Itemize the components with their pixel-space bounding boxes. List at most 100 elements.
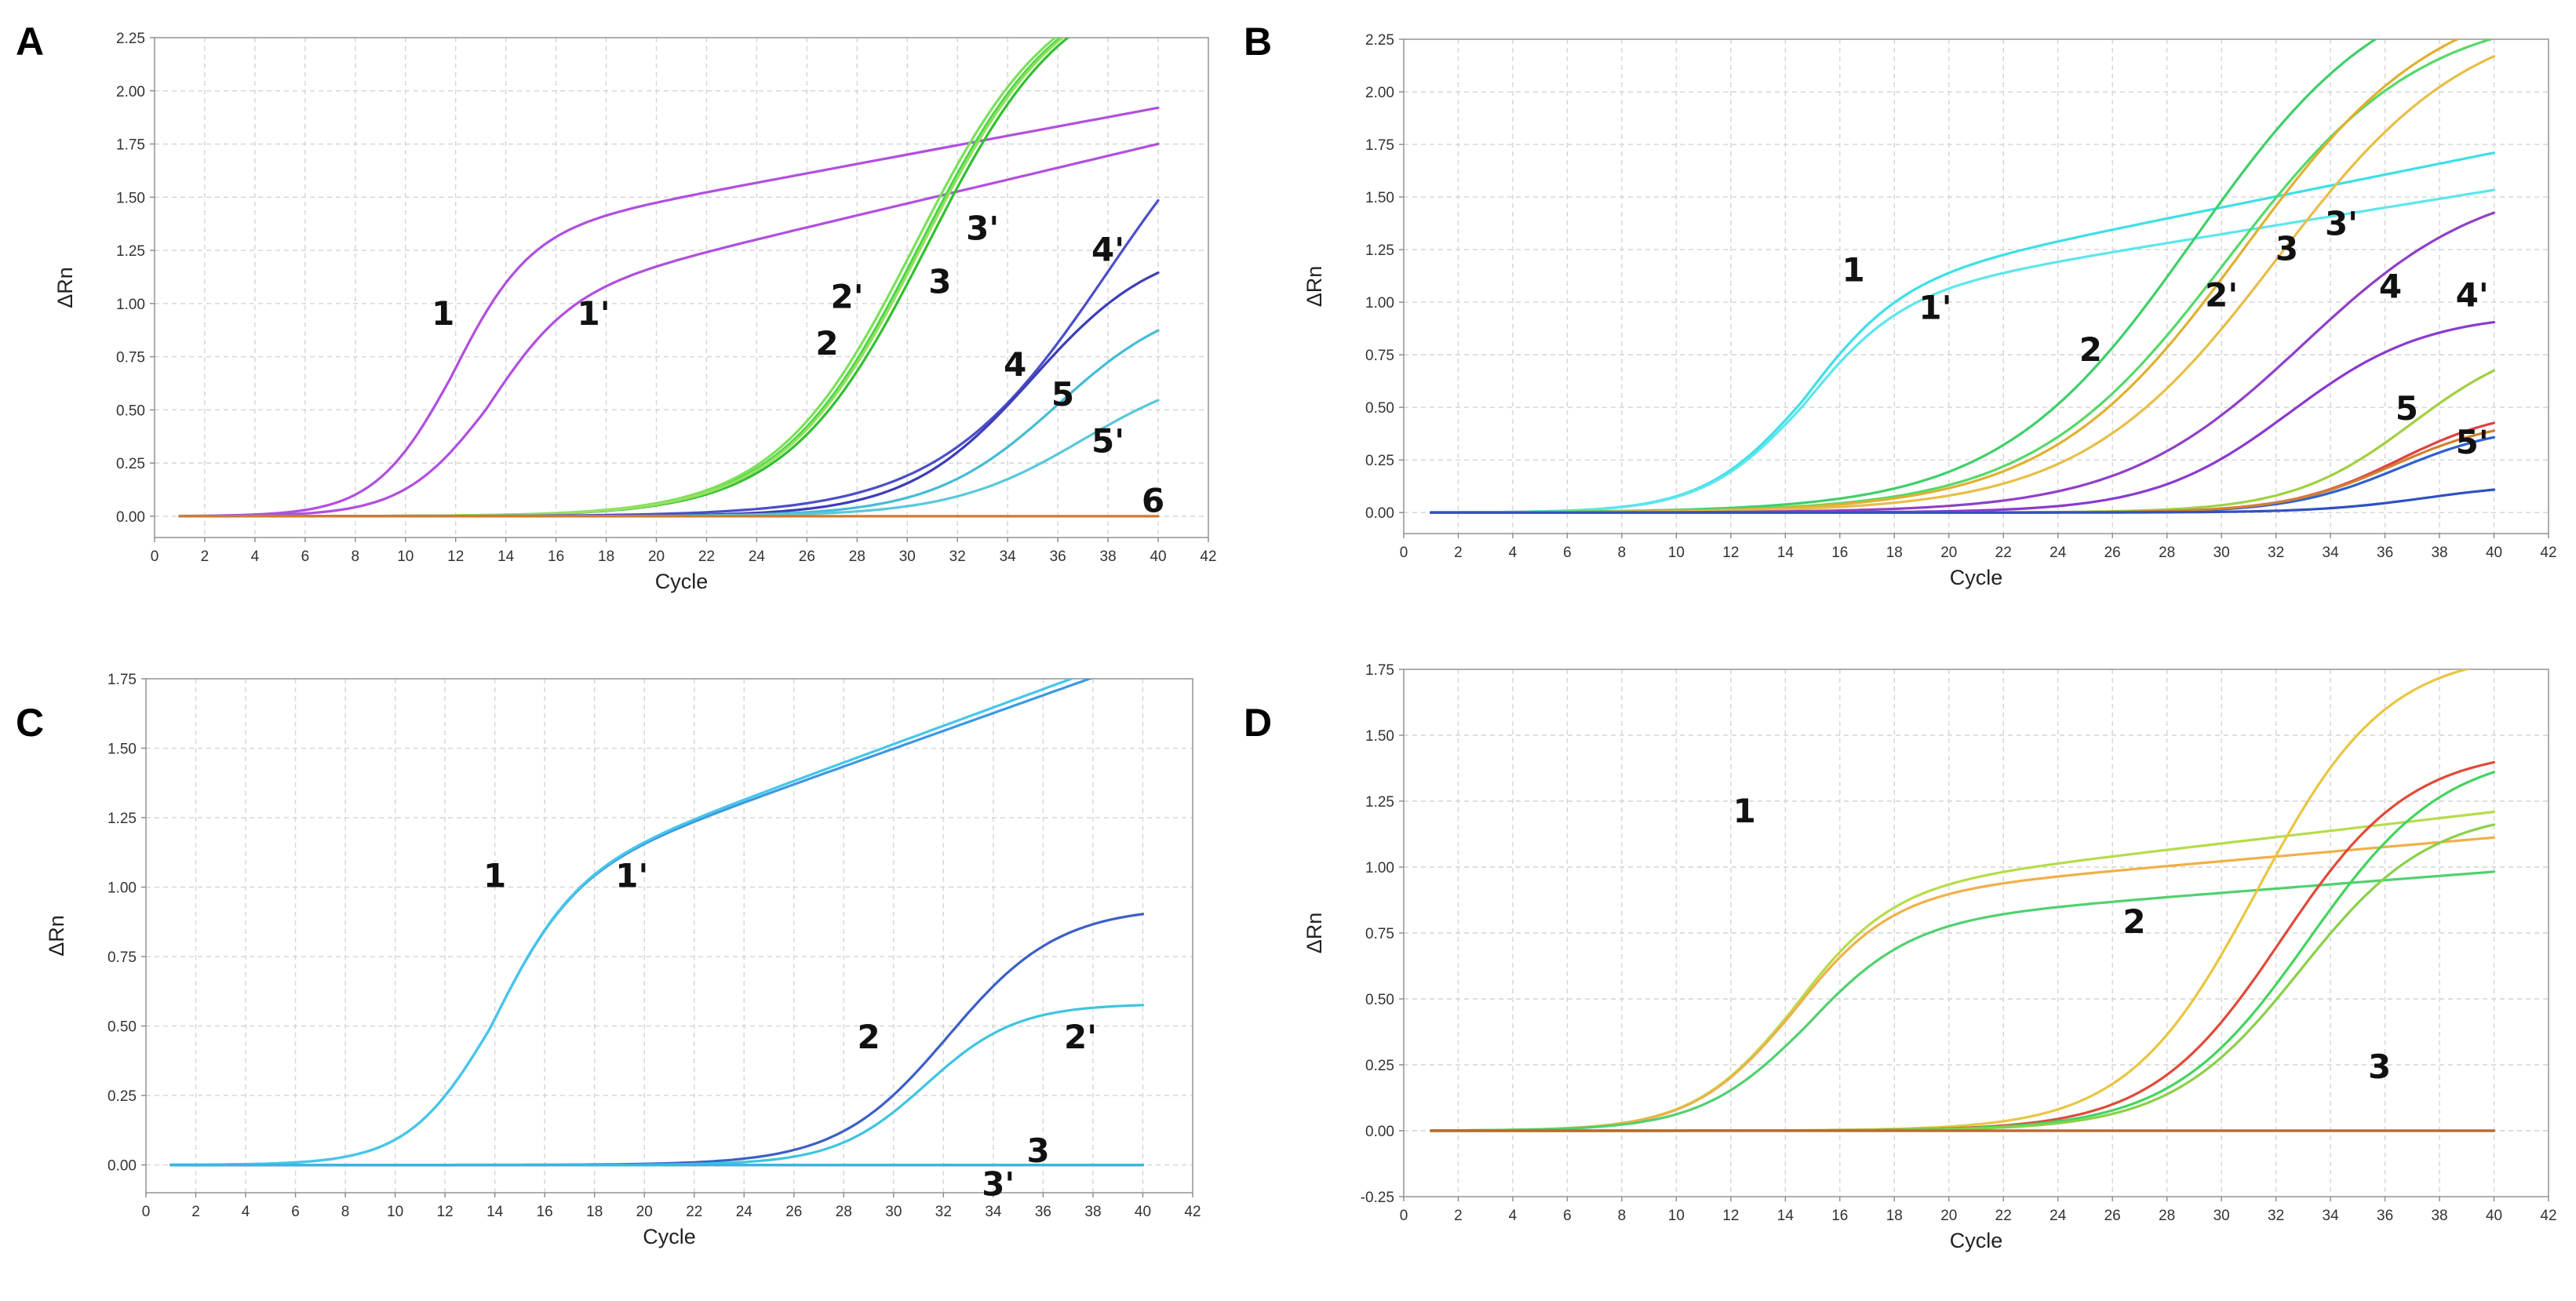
x-tick-label: 36 — [2377, 545, 2393, 561]
x-tick-label: 14 — [486, 1204, 504, 1220]
x-tick-label: 10 — [1668, 1208, 1685, 1224]
curve-label: 4 — [1004, 345, 1026, 384]
x-tick-label: 12 — [1722, 1208, 1739, 1224]
plot-area — [155, 38, 1208, 538]
x-tick-label: 32 — [2268, 545, 2284, 561]
panel-letter: D — [1244, 701, 1272, 745]
x-tick-label: 20 — [648, 548, 665, 565]
x-tick-label: 4 — [1509, 545, 1518, 561]
y-tick-label: 0.75 — [1365, 926, 1394, 942]
x-axis-label: Cycle — [643, 1225, 696, 1248]
y-tick-label: 0.50 — [1365, 992, 1394, 1008]
y-tick-label: 0.75 — [1365, 348, 1394, 364]
x-tick-label: 32 — [935, 1204, 952, 1220]
x-tick-label: 28 — [2159, 1208, 2175, 1224]
x-tick-label: 2 — [1454, 1208, 1463, 1224]
x-tick-label: 18 — [1886, 1208, 1903, 1224]
curve-label: 3' — [966, 210, 999, 248]
plot-frame — [145, 678, 1193, 1193]
x-tick-label: 2 — [191, 1204, 200, 1220]
panel-letter: A — [16, 20, 44, 64]
y-tick-label: 1.25 — [107, 811, 137, 827]
x-tick-label: 26 — [2104, 1208, 2121, 1224]
x-tick-label: 16 — [537, 1204, 553, 1220]
curve-label: 3' — [982, 1165, 1015, 1204]
curve-label: 1' — [578, 294, 610, 333]
x-tick-label: 0 — [142, 1204, 151, 1220]
x-tick-label: 30 — [2213, 545, 2230, 561]
x-tick-label: 8 — [341, 1204, 350, 1220]
x-tick-label: 2 — [201, 548, 210, 565]
y-axis-label: ΔRn — [1303, 913, 1326, 954]
x-tick-label: 42 — [2540, 1208, 2556, 1224]
y-tick-label: -0.25 — [1361, 1190, 1394, 1206]
y-tick-label: 2.00 — [116, 84, 145, 100]
curve-label: 1 — [1842, 250, 1865, 289]
x-tick-label: 36 — [1035, 1204, 1051, 1220]
x-tick-label: 18 — [1886, 545, 1903, 561]
plot-area — [1404, 39, 2549, 534]
x-tick-label: 8 — [1618, 1208, 1627, 1224]
y-tick-label: 1.75 — [1365, 137, 1394, 154]
x-tick-label: 22 — [698, 548, 715, 565]
x-tick-label: 36 — [1050, 548, 1066, 565]
panel-letter: B — [1244, 20, 1272, 64]
x-tick-label: 12 — [437, 1204, 454, 1220]
x-tick-label: 24 — [2050, 1208, 2067, 1224]
x-tick-label: 32 — [949, 548, 966, 565]
x-tick-label: 18 — [586, 1204, 603, 1220]
curve-label: 4' — [2456, 275, 2489, 314]
x-tick-label: 14 — [497, 548, 515, 565]
x-tick-label: 12 — [1722, 545, 1739, 561]
y-tick-label: 0.00 — [107, 1158, 137, 1175]
x-tick-label: 42 — [1200, 548, 1216, 565]
x-tick-label: 16 — [548, 548, 564, 565]
y-tick-label: 0.75 — [116, 350, 145, 366]
panel-d: D0 2 4 6 8 10 12 14 16 18 20 22 24 26 28 30 32 34 36 38 40 42… — [1244, 662, 2557, 1252]
x-tick-label: 34 — [1000, 548, 1017, 565]
y-tick-label: 0.50 — [1365, 400, 1394, 417]
curve-label: 4' — [1091, 231, 1124, 269]
x-tick-label: 26 — [2104, 545, 2121, 561]
x-tick-label: 30 — [2213, 1208, 2230, 1224]
x-tick-label: 8 — [1618, 545, 1627, 561]
curve-label: 5 — [1051, 375, 1074, 414]
y-tick-label: 1.75 — [1365, 662, 1394, 679]
y-axis-label: ΔRn — [53, 267, 77, 308]
x-tick-label: 26 — [785, 1204, 802, 1220]
y-tick-label: 1.25 — [1365, 242, 1394, 259]
y-tick-label: 2.25 — [116, 31, 145, 47]
curve-label: 1' — [615, 857, 648, 895]
x-tick-label: 4 — [251, 548, 260, 565]
x-tick-label: 0 — [1400, 545, 1408, 561]
y-tick-label: 1.75 — [107, 672, 137, 688]
x-tick-label: 40 — [2486, 545, 2502, 561]
curve-label: 5 — [2396, 389, 2418, 428]
y-tick-label: 0.25 — [1365, 1058, 1394, 1074]
x-tick-label: 28 — [836, 1204, 852, 1220]
y-tick-label: 1.00 — [107, 880, 137, 897]
curve-label: 5' — [1091, 422, 1124, 461]
x-tick-label: 24 — [749, 548, 766, 565]
y-tick-label: 2.25 — [1365, 32, 1394, 49]
x-axis-label: Cycle — [1950, 566, 2003, 589]
y-tick-label: 1.00 — [1365, 295, 1394, 312]
x-tick-label: 18 — [598, 548, 614, 565]
x-tick-label: 38 — [1084, 1204, 1101, 1220]
x-tick-label: 38 — [2431, 1208, 2447, 1224]
y-tick-label: 1.00 — [1365, 860, 1394, 876]
y-tick-label: 0.25 — [116, 456, 145, 472]
curve-label: 4 — [2379, 268, 2402, 306]
x-tick-label: 10 — [387, 1204, 403, 1220]
y-tick-label: 0.75 — [107, 949, 137, 966]
x-tick-label: 28 — [2159, 545, 2175, 561]
y-axis-label: ΔRn — [45, 915, 68, 957]
curve-label: 5' — [2456, 423, 2489, 461]
x-tick-label: 20 — [1940, 545, 1957, 561]
curve-label: 2 — [2122, 902, 2145, 941]
series-group — [178, 38, 1160, 518]
plot-frame — [1403, 38, 2549, 534]
x-tick-label: 6 — [1563, 545, 1572, 561]
x-axis-label: Cycle — [1950, 1229, 2003, 1252]
